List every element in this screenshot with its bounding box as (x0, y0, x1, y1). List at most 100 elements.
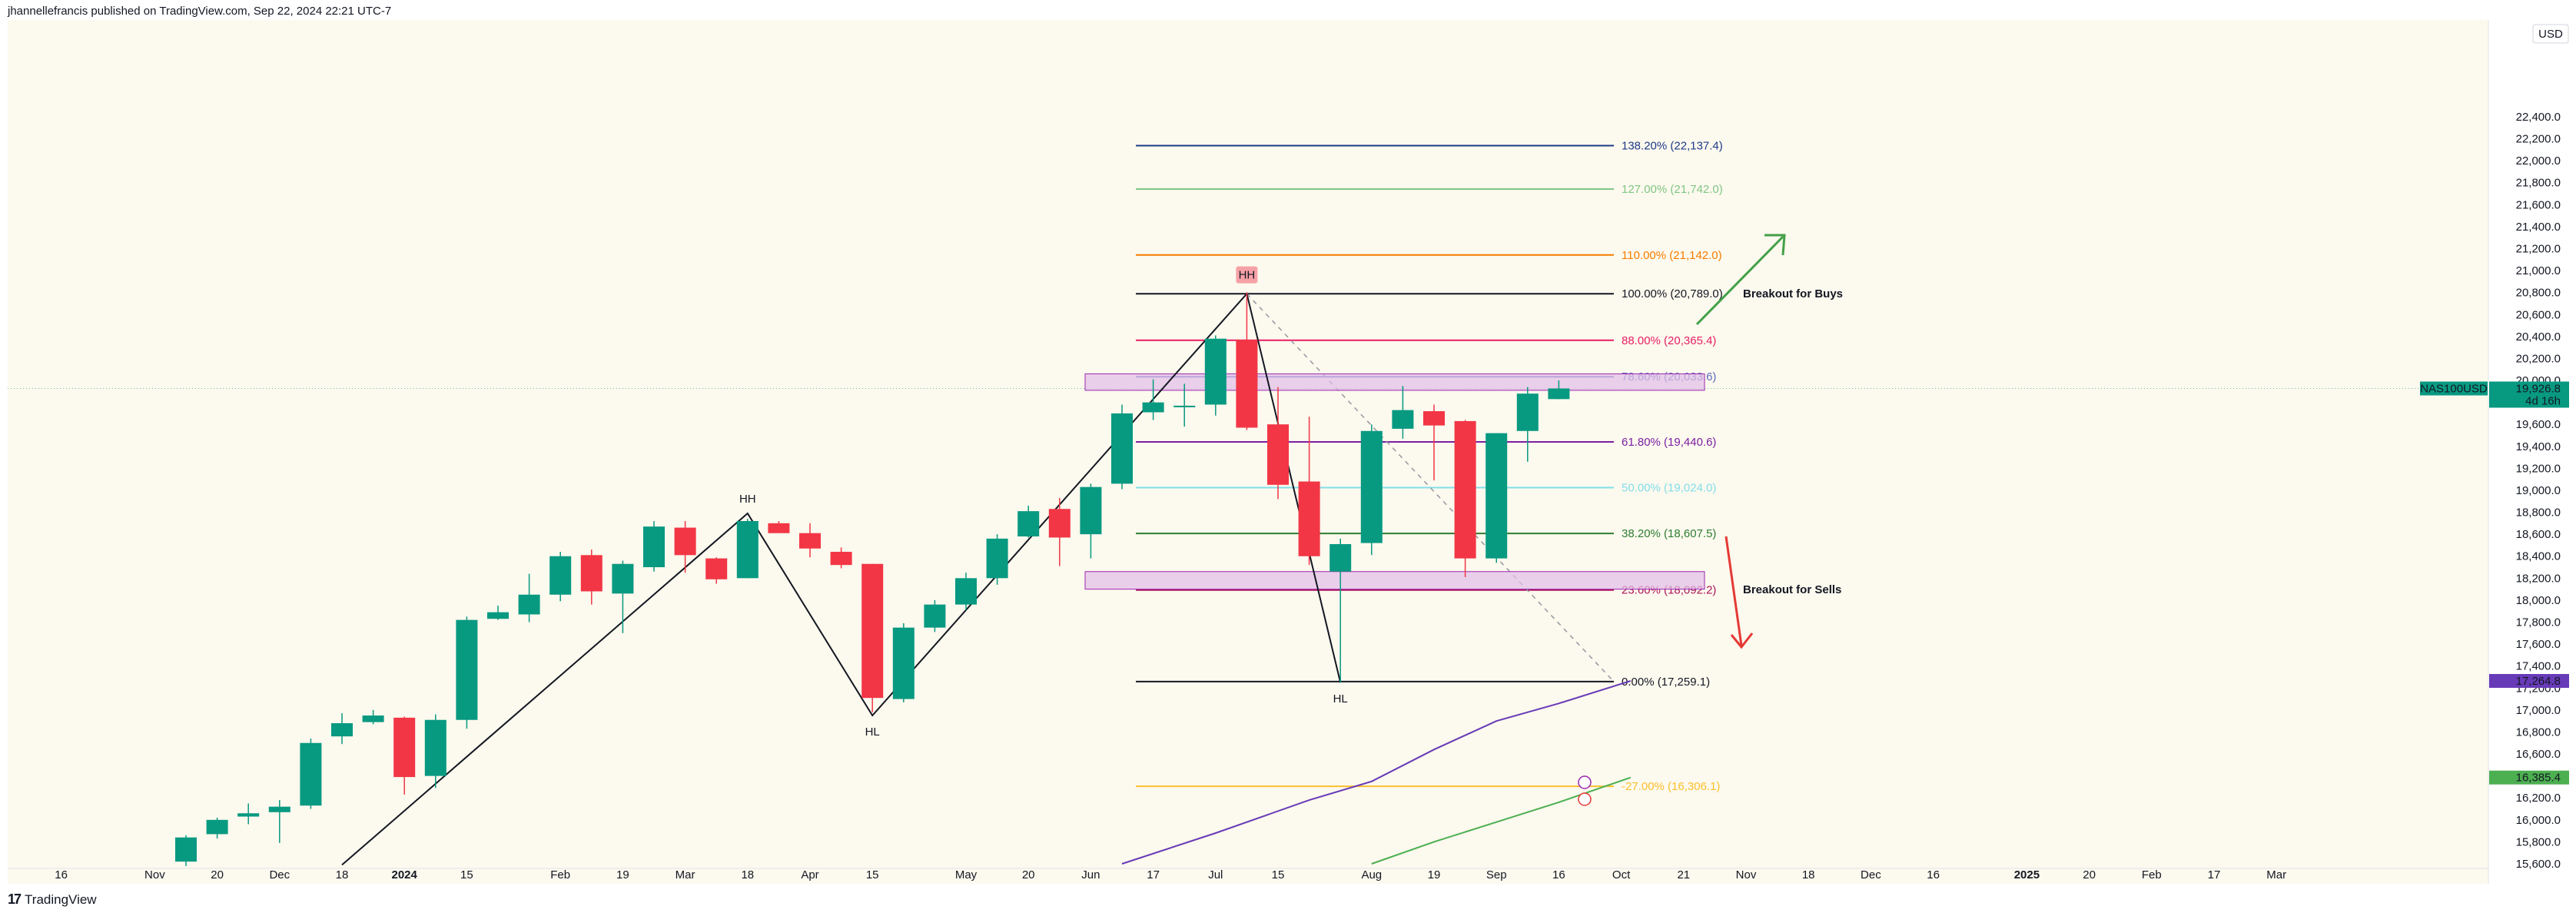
price-axis-tag[interactable] (2489, 770, 2569, 785)
candle-body[interactable] (1111, 413, 1133, 484)
buy-arrow[interactable] (1695, 235, 1784, 326)
candle-body[interactable] (1017, 511, 1040, 537)
supply-demand-zone[interactable] (1084, 571, 1705, 590)
candle-body[interactable] (612, 563, 634, 594)
candle-body[interactable] (705, 558, 728, 579)
candle-body[interactable] (487, 612, 509, 619)
price-tick-label: 22,400.0 (2516, 111, 2561, 124)
economic-event-icon[interactable] (1578, 792, 1592, 806)
candle-body[interactable] (206, 819, 228, 835)
tradingview-logo[interactable]: 17 TradingView (8, 891, 97, 908)
tradingview-brand-text: TradingView (25, 891, 97, 907)
fib-trend-line (1246, 293, 1615, 682)
candle-body[interactable] (1298, 481, 1320, 556)
price-tick-label: 18,800.0 (2516, 506, 2561, 520)
time-tick-label: Apr (801, 868, 818, 881)
moving-average-purple[interactable] (1121, 680, 1632, 865)
time-tick-label: 20 (1022, 868, 1035, 881)
candle-body[interactable] (924, 604, 946, 628)
fib-level-label: 110.00% (21,142.0) (1622, 249, 1722, 262)
candle-body[interactable] (393, 717, 416, 778)
candle-body[interactable] (1142, 402, 1164, 413)
candle-body[interactable] (736, 520, 759, 579)
candle-body[interactable] (456, 619, 478, 720)
symbol-tag[interactable] (2420, 381, 2488, 396)
price-tick-label: 17,000.0 (2516, 704, 2561, 717)
time-tick-label: Dec (269, 868, 290, 881)
price-tick-label: 20,400.0 (2516, 330, 2561, 344)
time-tick-label: 18 (336, 868, 349, 881)
candle-body[interactable] (1048, 509, 1071, 538)
price-tick-label: 18,600.0 (2516, 528, 2561, 541)
candle-body[interactable] (1173, 405, 1196, 407)
price-tick-label: 21,800.0 (2516, 177, 2561, 190)
price-tick-label: 16,600.0 (2516, 748, 2561, 761)
candle-body[interactable] (175, 837, 197, 862)
candle-body[interactable] (1392, 410, 1414, 429)
candle-body[interactable] (424, 719, 446, 776)
candle-body[interactable] (1204, 338, 1227, 405)
candle-body[interactable] (892, 627, 915, 699)
candle-body[interactable] (1267, 424, 1289, 485)
fib-level-label: 61.80% (19,440.6) (1622, 436, 1716, 449)
candle-body[interactable] (799, 533, 821, 549)
candle-body[interactable] (643, 526, 665, 568)
candle-body[interactable] (1423, 411, 1445, 426)
candle-body[interactable] (674, 527, 696, 556)
price-tick-label: 17,600.0 (2516, 638, 2561, 651)
candle-body[interactable] (861, 563, 884, 699)
price-tick-label: 19,000.0 (2516, 484, 2561, 497)
time-tick-label: 17 (1147, 868, 1160, 881)
price-tick-label: 16,000.0 (2516, 814, 2561, 827)
candle-body[interactable] (986, 538, 1008, 579)
candle-body[interactable] (1486, 433, 1508, 559)
candle-body[interactable] (237, 813, 260, 817)
symbol-tag-text: NAS100USD (2420, 382, 2488, 395)
candle-body[interactable] (830, 552, 852, 566)
supply-demand-zone[interactable] (1084, 373, 1705, 391)
candle-body[interactable] (549, 556, 572, 595)
time-tick-label: Nov (1736, 868, 1757, 881)
candle-body[interactable] (1080, 486, 1102, 535)
dividend-event-icon[interactable] (1578, 775, 1592, 789)
candle-body[interactable] (580, 555, 603, 592)
candle-body[interactable] (1236, 340, 1258, 428)
candle-body[interactable] (955, 578, 977, 605)
price-tick-label: 19,400.0 (2516, 440, 2561, 453)
time-tick-label: Feb (550, 868, 570, 881)
time-tick-label: Nov (144, 868, 165, 881)
fib-level-label: 100.00% (20,789.0) (1622, 287, 1723, 300)
hh-marker-text: HH (1239, 269, 1256, 282)
plot-background (8, 20, 2488, 884)
candle-body[interactable] (1360, 430, 1383, 543)
candle-body[interactable] (1329, 544, 1352, 572)
candle-body[interactable] (1548, 388, 1570, 400)
price-tick-label: 21,200.0 (2516, 242, 2561, 255)
time-tick-label: 15 (866, 868, 879, 881)
fib-level-label: 38.20% (18,607.5) (1622, 527, 1716, 540)
price-tick-label: 16,200.0 (2516, 792, 2561, 805)
price-axis-tag[interactable] (2489, 674, 2569, 689)
candle-body[interactable] (1516, 393, 1539, 431)
candle-body[interactable] (331, 723, 353, 737)
sell-arrow[interactable] (1725, 536, 1743, 646)
price-axis-tag-value: 17,264.8 (2516, 675, 2561, 688)
price-axis-tag[interactable] (2489, 381, 2569, 408)
currency-box[interactable] (2532, 24, 2569, 44)
time-tick-label: 2024 (392, 868, 418, 881)
candle-body[interactable] (268, 806, 290, 812)
candle-body[interactable] (518, 594, 540, 615)
price-tick-label: 17,400.0 (2516, 660, 2561, 673)
price-tick-label: 18,000.0 (2516, 594, 2561, 607)
time-tick-label: 18 (741, 868, 754, 881)
price-tick-label: 22,200.0 (2516, 133, 2561, 146)
candle-body[interactable] (300, 742, 322, 806)
time-tick-label: Mar (2266, 868, 2286, 881)
candle-body[interactable] (768, 523, 790, 533)
fib-level-label: 50.00% (19,024.0) (1622, 482, 1716, 495)
candle-body[interactable] (362, 715, 384, 722)
candle-body[interactable] (1454, 420, 1476, 559)
price-tick-label: 18,200.0 (2516, 572, 2561, 585)
time-tick-label: Jul (1208, 868, 1223, 881)
